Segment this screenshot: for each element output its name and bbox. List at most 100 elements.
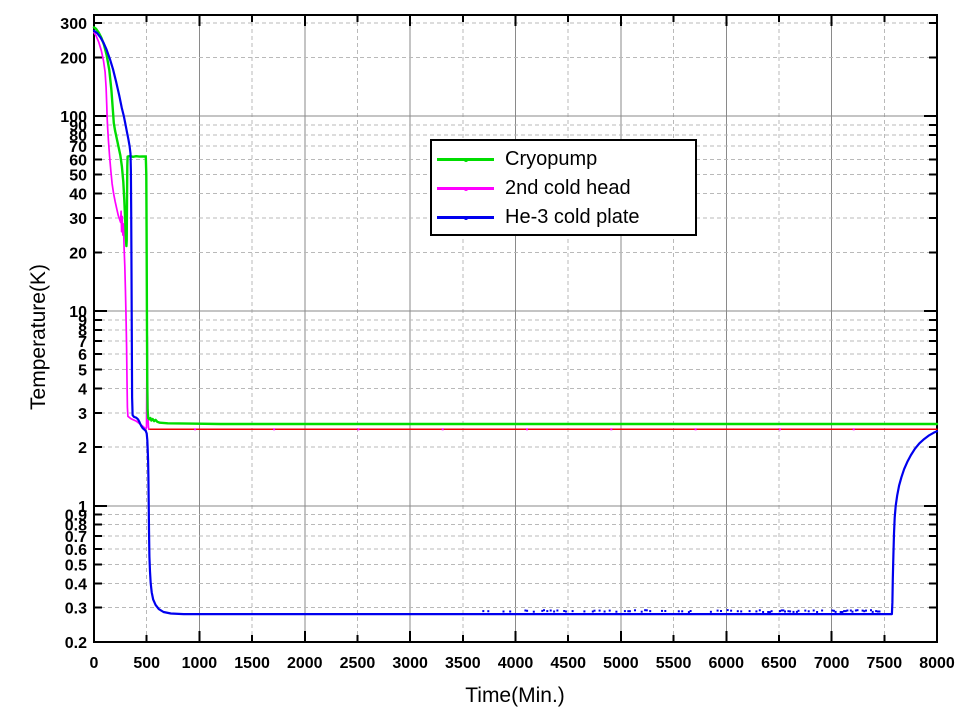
y-tick-label: 0.6	[65, 542, 87, 559]
x-tick-label: 1500	[234, 655, 270, 672]
he3-noise-speck	[687, 611, 690, 614]
he3-noise-speck	[615, 610, 618, 613]
he3-noise-speck	[645, 609, 648, 612]
series-cryopump-line	[92, 26, 939, 426]
x-tick-label: 3500	[445, 655, 481, 672]
x-tick-label: 8000	[919, 655, 955, 672]
x-tick-label: 2500	[340, 655, 376, 672]
he3-noise-speck	[767, 611, 770, 613]
y-axis-title: Temperature(K)	[27, 264, 50, 410]
he3-noise-speck	[571, 610, 574, 613]
y-tick-label: 4	[78, 381, 87, 398]
legend-marker-dot	[463, 215, 468, 220]
series-2nd-cold-head-line	[93, 31, 150, 431]
cold-head-noise-speck	[526, 428, 528, 431]
he3-noise-speck	[870, 609, 872, 612]
he3-noise-speck	[856, 609, 859, 612]
legend-label: 2nd cold head	[505, 177, 631, 199]
y-tick-label: 7	[78, 334, 87, 351]
y-tick-label: 10	[69, 304, 87, 321]
he3-noise-speck	[780, 609, 783, 612]
cold-head-noise-speck	[194, 428, 197, 431]
he3-noise-speck	[628, 610, 631, 613]
cold-head-noise-speck	[357, 428, 360, 431]
legend: Cryopump 2nd cold head He-3 cold plate	[430, 139, 697, 236]
legend-item-2nd-cold-head: 2nd cold head	[432, 174, 695, 203]
y-tick-label: 0.4	[65, 576, 87, 593]
legend-item-cryopump: Cryopump	[432, 145, 695, 174]
he3-noise-speck	[768, 611, 771, 614]
y-tick-label: 0.8	[65, 518, 87, 535]
x-tick-label: 6500	[761, 655, 797, 672]
x-tick-label: 1000	[182, 655, 218, 672]
he3-noise-speck	[863, 610, 866, 613]
x-tick-label: 5000	[603, 655, 639, 672]
he3-noise-speck	[784, 610, 786, 613]
he3-noise-speck	[502, 610, 505, 613]
he3-noise-speck	[851, 610, 854, 613]
he3-noise-speck	[789, 610, 792, 613]
y-tick-label: 20	[69, 245, 87, 262]
he3-noise-speck	[865, 609, 867, 612]
he3-noise-speck	[832, 609, 835, 612]
he3-noise-speck	[509, 610, 512, 613]
cold-head-noise-speck	[694, 428, 697, 431]
legend-label: He-3 cold plate	[505, 206, 640, 228]
he3-noise-speck	[787, 610, 790, 613]
he3-noise-speck	[689, 610, 692, 612]
he3-noise-speck	[649, 610, 652, 613]
he3-noise-speck	[563, 610, 566, 612]
y-tick-label: 100	[60, 109, 87, 126]
y-tick-label: 60	[69, 152, 87, 169]
he3-noise-speck	[598, 609, 601, 612]
x-tick-label: 500	[133, 655, 160, 672]
legend-item-he-3-cold-plate: He-3 cold plate	[432, 203, 695, 232]
he3-noise-speck	[736, 610, 739, 613]
he3-noise-speck	[482, 610, 485, 613]
y-tick-label: 3	[78, 406, 87, 423]
legend-marker-dot	[463, 157, 468, 162]
he3-noise-speck	[532, 610, 535, 613]
plot-frame	[93, 14, 938, 643]
he3-noise-speck	[831, 609, 834, 612]
he3-noise-speck	[792, 610, 795, 613]
he3-noise-speck	[740, 610, 743, 613]
he3-noise-speck	[748, 610, 751, 613]
y-tick-label: 0.5	[65, 557, 87, 574]
cold-head-noise-speck	[610, 428, 613, 431]
he3-noise-speck	[726, 609, 729, 612]
he3-noise-speck	[627, 610, 630, 613]
y-tick-label: 0.7	[65, 529, 87, 546]
he3-noise-speck	[804, 609, 807, 612]
legend-line-sample	[437, 157, 494, 162]
he3-noise-speck	[681, 610, 684, 613]
he3-noise-speck	[758, 609, 761, 612]
he3-noise-speck	[875, 610, 878, 613]
he3-noise-speck	[795, 610, 798, 613]
he3-noise-speck	[854, 609, 857, 612]
he3-noise-speck	[556, 609, 559, 612]
he3-noise-speck	[812, 609, 815, 612]
he3-noise-speck	[730, 609, 733, 612]
he3-noise-speck	[549, 609, 552, 612]
y-tick-label: 70	[69, 139, 87, 156]
he3-noise-speck	[807, 610, 810, 613]
he3-noise-speck	[640, 610, 643, 613]
x-tick-label: 3000	[392, 655, 428, 672]
he3-noise-speck	[634, 609, 636, 612]
y-tick-label: 0.3	[65, 601, 87, 618]
he3-noise-speck	[782, 609, 785, 612]
y-tick-label: 2	[78, 440, 87, 457]
y-tick-label: 0.2	[65, 635, 87, 652]
x-tick-label: 4500	[550, 655, 586, 672]
he3-noise-speck	[843, 610, 846, 613]
y-tick-label: 5	[78, 363, 87, 380]
y-tick-label: 30	[69, 211, 87, 228]
he3-noise-speck	[564, 610, 567, 613]
x-tick-label: 6000	[708, 655, 744, 672]
x-tick-label: 7000	[814, 655, 850, 672]
x-axis-title: Time(Min.)	[465, 684, 565, 707]
he3-noise-speck	[608, 609, 611, 612]
he3-noise-speck	[876, 610, 879, 613]
